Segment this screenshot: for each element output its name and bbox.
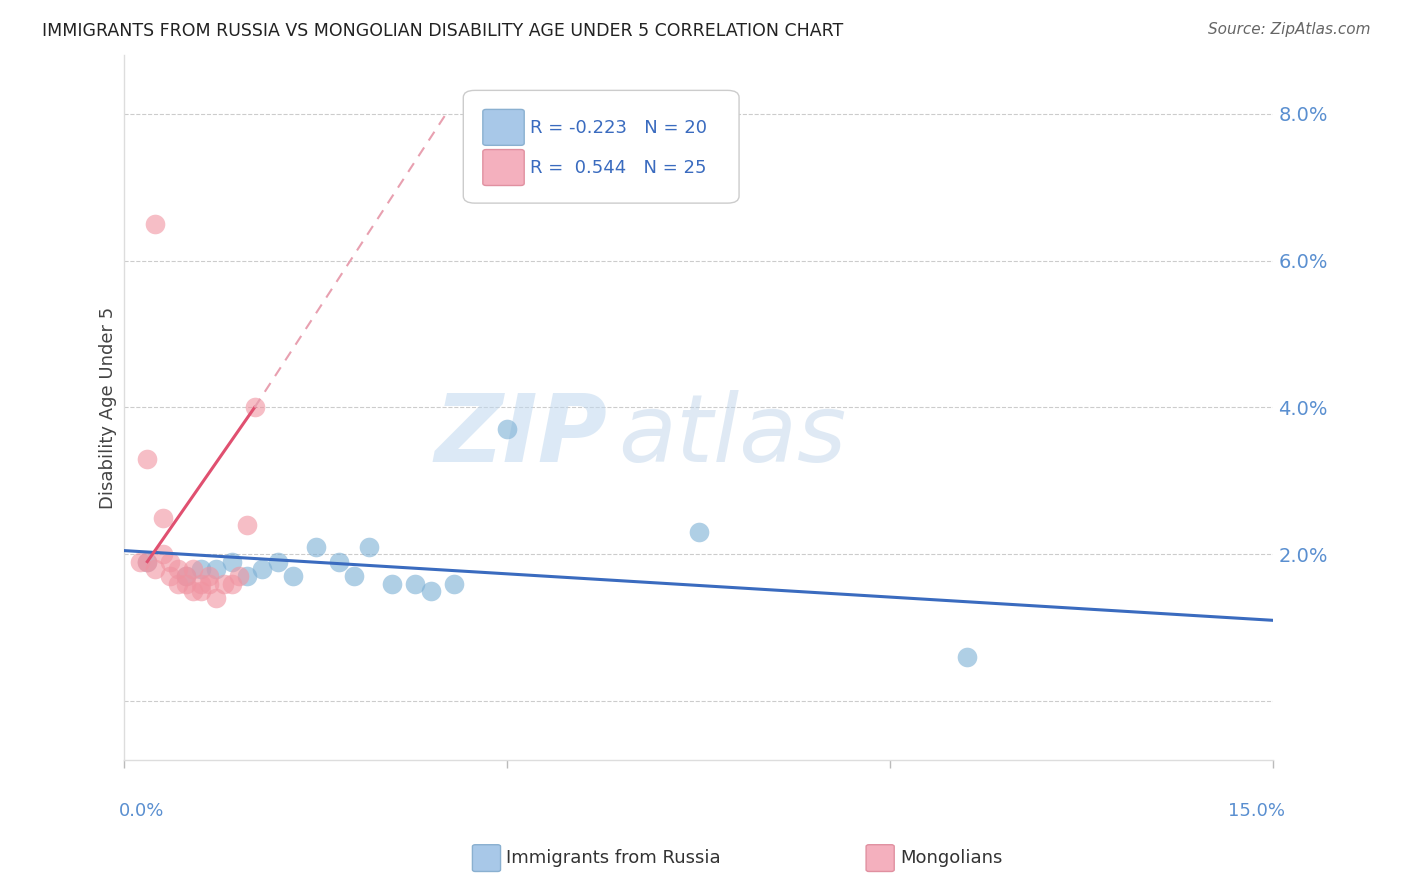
- Text: IMMIGRANTS FROM RUSSIA VS MONGOLIAN DISABILITY AGE UNDER 5 CORRELATION CHART: IMMIGRANTS FROM RUSSIA VS MONGOLIAN DISA…: [42, 22, 844, 40]
- Point: [174, 569, 197, 583]
- Text: atlas: atlas: [619, 390, 846, 481]
- Point: [152, 547, 174, 561]
- Point: [197, 569, 219, 583]
- Point: [228, 569, 250, 583]
- Point: [236, 517, 259, 532]
- Point: [159, 569, 181, 583]
- Point: [174, 576, 197, 591]
- Text: 0.0%: 0.0%: [118, 802, 165, 820]
- Point: [688, 525, 710, 540]
- Point: [136, 451, 159, 466]
- Point: [250, 562, 273, 576]
- Point: [404, 576, 426, 591]
- FancyBboxPatch shape: [464, 90, 740, 203]
- Point: [381, 576, 404, 591]
- Text: Mongolians: Mongolians: [900, 849, 1002, 867]
- Text: 15.0%: 15.0%: [1227, 802, 1285, 820]
- Y-axis label: Disability Age Under 5: Disability Age Under 5: [100, 306, 117, 508]
- Point: [190, 562, 212, 576]
- Point: [181, 584, 204, 599]
- Text: Immigrants from Russia: Immigrants from Russia: [506, 849, 721, 867]
- Point: [143, 562, 166, 576]
- Point: [343, 569, 366, 583]
- Point: [205, 591, 228, 606]
- Point: [281, 569, 304, 583]
- Point: [221, 576, 243, 591]
- Point: [305, 540, 328, 554]
- Point: [328, 555, 350, 569]
- Point: [221, 555, 243, 569]
- Point: [159, 555, 181, 569]
- FancyBboxPatch shape: [482, 110, 524, 145]
- Point: [167, 562, 190, 576]
- Point: [266, 555, 288, 569]
- Point: [136, 555, 159, 569]
- Point: [174, 569, 197, 583]
- Point: [419, 584, 441, 599]
- Point: [236, 569, 259, 583]
- Point: [167, 576, 190, 591]
- Text: Source: ZipAtlas.com: Source: ZipAtlas.com: [1208, 22, 1371, 37]
- Point: [443, 576, 465, 591]
- Text: R = -0.223   N = 20: R = -0.223 N = 20: [530, 119, 707, 136]
- Text: ZIP: ZIP: [434, 390, 607, 482]
- Point: [212, 576, 235, 591]
- Point: [243, 401, 266, 415]
- Point: [152, 510, 174, 524]
- Point: [205, 562, 228, 576]
- Text: R =  0.544   N = 25: R = 0.544 N = 25: [530, 159, 706, 177]
- Point: [143, 217, 166, 231]
- Point: [956, 650, 979, 665]
- Point: [496, 422, 519, 436]
- FancyBboxPatch shape: [482, 150, 524, 186]
- Point: [190, 576, 212, 591]
- Point: [190, 584, 212, 599]
- Point: [136, 555, 159, 569]
- Point: [128, 555, 150, 569]
- Point: [197, 576, 219, 591]
- Point: [181, 562, 204, 576]
- Point: [359, 540, 381, 554]
